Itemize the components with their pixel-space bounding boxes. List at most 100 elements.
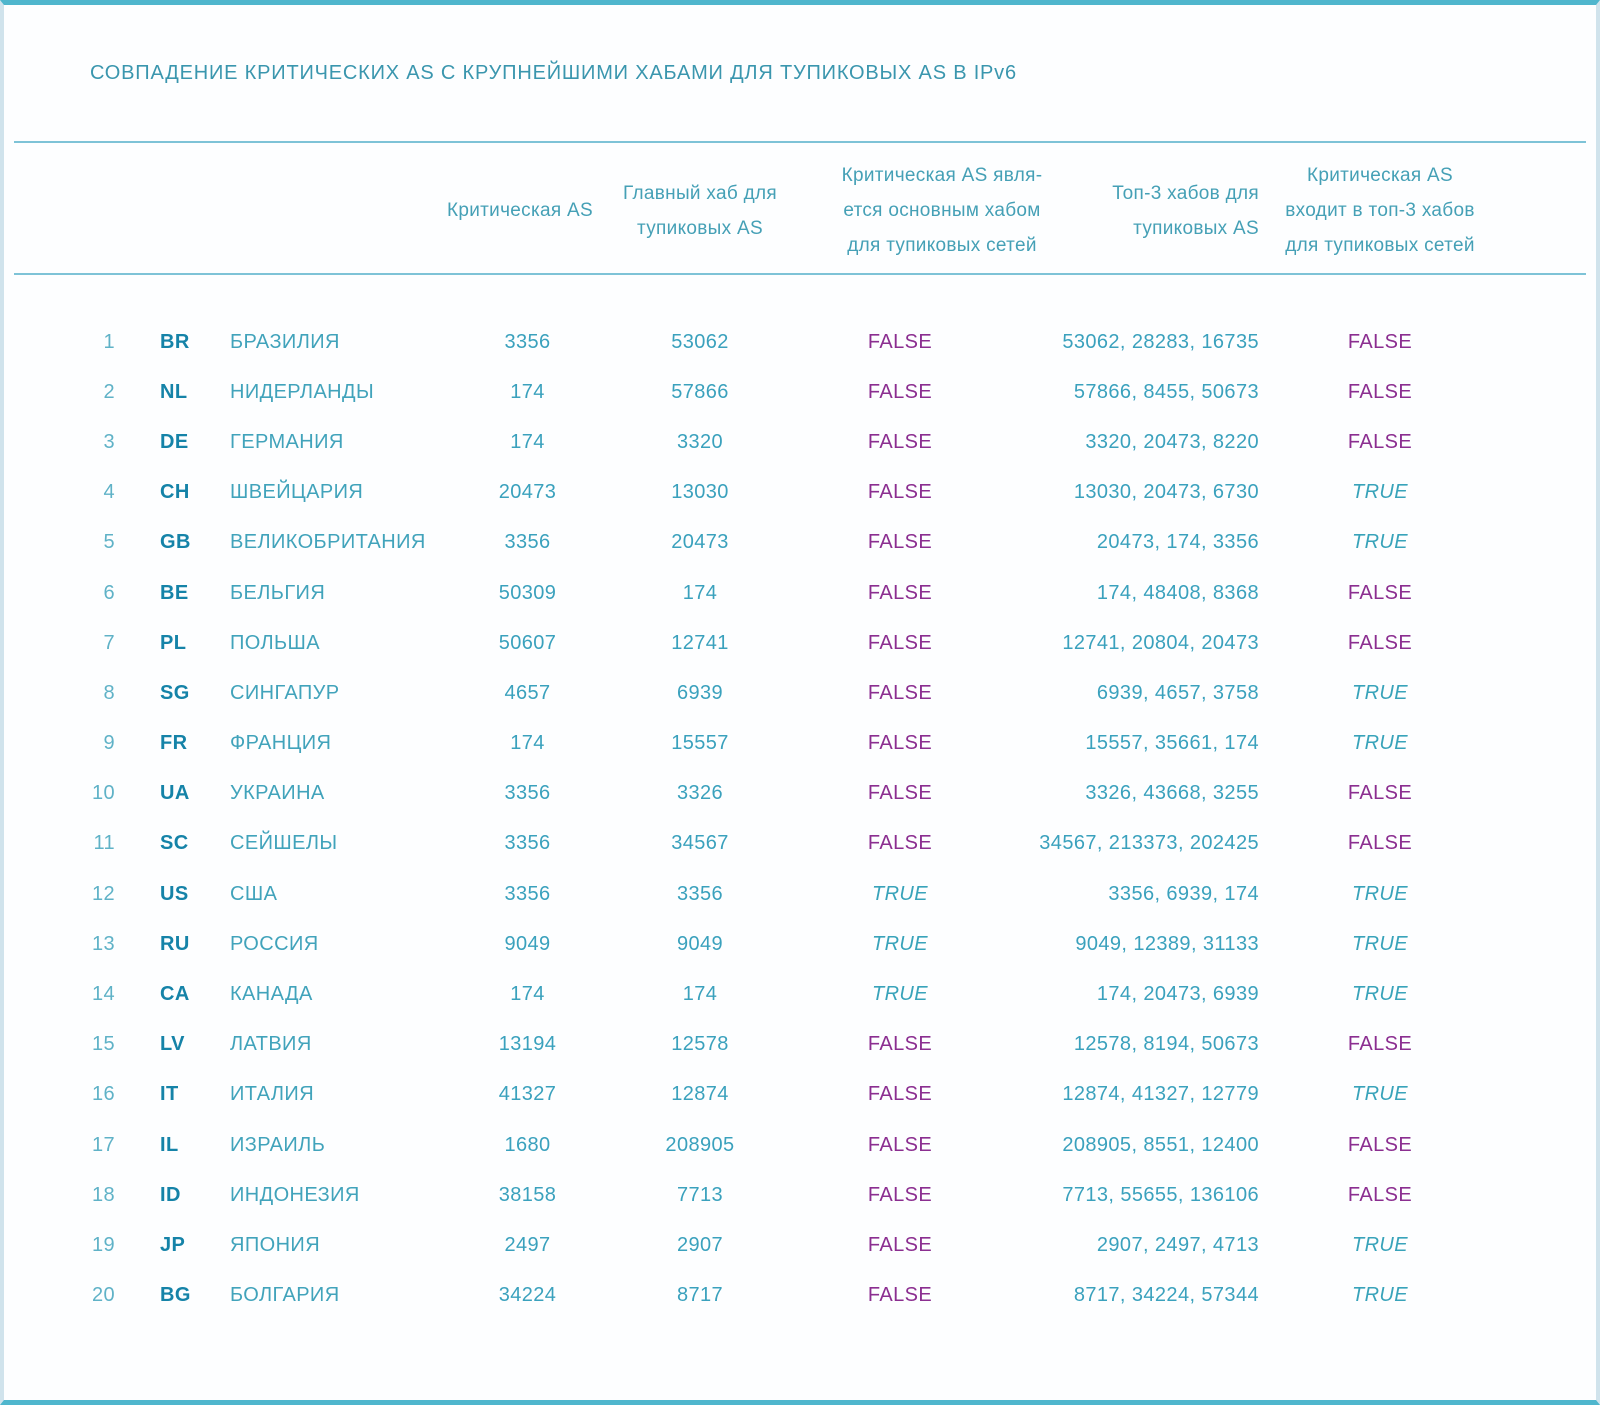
cell-country-code: SC — [160, 832, 189, 855]
table-row: 1 BR БРАЗИЛИЯ 3356 53062 FALSE 53062, 28283, 1… — [4, 317, 1596, 367]
cell-country-name: ЯПОНИЯ — [230, 1233, 321, 1256]
cell-in-top3: TRUE — [1351, 983, 1409, 1006]
cell-main-hub: 13030 — [671, 481, 729, 504]
cell-in-top3: TRUE — [1351, 1233, 1409, 1256]
cell-country-code: BE — [160, 581, 189, 604]
cell-in-top3: TRUE — [1351, 681, 1409, 704]
cell-main-hub: 53062 — [671, 330, 729, 353]
cell-critical-as: 2497 — [504, 1233, 551, 1256]
cell-is-main-hub: FALSE — [867, 732, 933, 755]
cell-main-hub: 9049 — [676, 932, 724, 955]
cell-in-top3: FALSE — [1347, 1133, 1413, 1156]
cell-row-number: 20 — [91, 1284, 115, 1307]
cell-country-name: ИТАЛИЯ — [230, 1083, 315, 1106]
cell-country-name: ПОЛЬША — [230, 631, 321, 654]
cell-country-code: NL — [160, 380, 188, 403]
cell-critical-as: 38158 — [498, 1183, 557, 1206]
cell-critical-as: 4657 — [504, 681, 551, 704]
cell-critical-as: 1680 — [504, 1133, 551, 1156]
cell-main-hub: 12578 — [671, 1033, 729, 1056]
cell-top3-hubs: 53062, 28283, 16735 — [1062, 330, 1259, 353]
cell-in-top3: FALSE — [1347, 782, 1413, 805]
cell-row-number: 14 — [91, 983, 115, 1006]
table-row: 4 CH ШВЕЙЦАРИЯ 20473 13030 FALSE 13030, 20473,… — [4, 468, 1596, 518]
cell-country-code: CH — [160, 481, 190, 504]
cell-critical-as: 9049 — [504, 932, 551, 955]
cell-top3-hubs: 20473, 174, 3356 — [1096, 531, 1259, 554]
cell-in-top3: FALSE — [1347, 581, 1413, 604]
cell-top3-hubs: 7713, 55655, 136106 — [1062, 1183, 1259, 1206]
cell-row-number: 18 — [91, 1183, 115, 1206]
table-row: 7 PL ПОЛЬША 50607 12741 FALSE 12741, 20804, 20… — [4, 618, 1596, 668]
table-row: 9 FR ФРАНЦИЯ 174 15557 FALSE 15557, 35661, 174… — [4, 719, 1596, 769]
cell-top3-hubs: 174, 48408, 8368 — [1096, 581, 1259, 604]
cell-country-code: SG — [160, 681, 190, 704]
cell-country-code: UA — [160, 782, 190, 805]
cell-country-name: США — [230, 882, 278, 905]
cell-country-code: IT — [160, 1083, 179, 1106]
cell-main-hub: 6939 — [676, 681, 724, 704]
cell-main-hub: 57866 — [671, 380, 729, 403]
cell-country-name: УКРАИНА — [230, 782, 325, 805]
cell-main-hub: 12874 — [671, 1083, 729, 1106]
header-main-hub: Главный хаб для тупиковых AS — [623, 182, 777, 239]
cell-is-main-hub: FALSE — [867, 1033, 933, 1056]
cell-main-hub: 8717 — [676, 1284, 724, 1307]
table-row: 8 SG СИНГАПУР 4657 6939 FALSE 6939, 4657, 3758… — [4, 668, 1596, 718]
cell-main-hub: 3326 — [676, 782, 724, 805]
cell-top3-hubs: 12874, 41327, 12779 — [1062, 1083, 1259, 1106]
cell-row-number: 10 — [91, 782, 115, 805]
table-row: 13 RU РОССИЯ 9049 9049 TRUE 9049, 12389, 31133… — [4, 919, 1596, 969]
table-row: 3 DE ГЕРМАНИЯ 174 3320 FALSE 3320, 20473, 8220… — [4, 417, 1596, 467]
cell-critical-as: 34224 — [498, 1284, 557, 1307]
table-row: 17 IL ИЗРАИЛЬ 1680 208905 FALSE 208905, 8551, … — [4, 1120, 1596, 1170]
cell-main-hub: 174 — [682, 983, 718, 1006]
cell-is-main-hub: FALSE — [867, 1284, 933, 1307]
cell-main-hub: 34567 — [671, 832, 729, 855]
cell-is-main-hub: FALSE — [867, 782, 933, 805]
cell-critical-as: 174 — [510, 983, 545, 1006]
table-row: 15 LV ЛАТВИЯ 13194 12578 FALSE 12578, 8194, 50… — [4, 1020, 1596, 1070]
cell-country-code: BG — [160, 1284, 191, 1307]
cell-country-name: НИДЕРЛАНДЫ — [230, 380, 375, 403]
cell-row-number: 3 — [103, 430, 115, 453]
cell-top3-hubs: 12741, 20804, 20473 — [1062, 631, 1259, 654]
cell-top3-hubs: 6939, 4657, 3758 — [1096, 681, 1259, 704]
page-title: СОВПАДЕНИЕ КРИТИЧЕСКИХ AS С КРУПНЕЙШИМИ … — [90, 62, 1017, 84]
table-row: 6 BE БЕЛЬГИЯ 50309 174 FALSE 174, 48408, 8368 F… — [4, 568, 1596, 618]
table-row: 12 US США 3356 3356 TRUE 3356, 6939, 174 TRUE — [4, 869, 1596, 919]
table-row: 20 BG БОЛГАРИЯ 34224 8717 FALSE 8717, 34224, 5… — [4, 1271, 1596, 1321]
table-row: 11 SC СЕЙШЕЛЫ 3356 34567 FALSE 34567, 213373, … — [4, 819, 1596, 869]
cell-country-name: БРАЗИЛИЯ — [230, 330, 340, 353]
header-top3-hubs: Топ-3 хабов для тупиковых AS — [1112, 182, 1259, 239]
table-header-row: Критическая AS Главный хаб для тупиковых… — [4, 148, 1596, 273]
cell-top3-hubs: 34567, 213373, 202425 — [1039, 832, 1259, 855]
cell-country-code: JP — [160, 1233, 186, 1256]
cell-in-top3: TRUE — [1351, 481, 1409, 504]
cell-in-top3: FALSE — [1347, 430, 1413, 453]
cell-top3-hubs: 3326, 43668, 3255 — [1085, 782, 1259, 805]
cell-row-number: 9 — [103, 732, 115, 755]
table-row: 2 NL НИДЕРЛАНДЫ 174 57866 FALSE 57866, 8455, 5… — [4, 367, 1596, 417]
cell-top3-hubs: 13030, 20473, 6730 — [1073, 481, 1259, 504]
cell-top3-hubs: 3356, 6939, 174 — [1108, 882, 1259, 905]
cell-country-code: RU — [160, 932, 190, 955]
cell-in-top3: TRUE — [1351, 932, 1409, 955]
cell-main-hub: 7713 — [676, 1183, 724, 1206]
cell-country-code: PL — [160, 631, 187, 654]
cell-country-code: BR — [160, 330, 190, 353]
cell-critical-as: 3356 — [504, 832, 551, 855]
cell-row-number: 4 — [103, 481, 115, 504]
cell-country-name: ЛАТВИЯ — [230, 1033, 312, 1056]
cell-row-number: 17 — [91, 1133, 115, 1156]
cell-country-name: ВЕЛИКОБРИТАНИЯ — [230, 531, 426, 554]
cell-country-name: БЕЛЬГИЯ — [230, 581, 326, 604]
cell-is-main-hub: FALSE — [867, 1233, 933, 1256]
cell-is-main-hub: FALSE — [867, 531, 933, 554]
cell-main-hub: 208905 — [665, 1133, 735, 1156]
cell-row-number: 19 — [91, 1233, 115, 1256]
cell-is-main-hub: FALSE — [867, 681, 933, 704]
cell-top3-hubs: 15557, 35661, 174 — [1085, 732, 1259, 755]
cell-main-hub: 15557 — [671, 732, 729, 755]
table-row: 5 GB ВЕЛИКОБРИТАНИЯ 3356 20473 FALSE 20473, 17… — [4, 518, 1596, 568]
